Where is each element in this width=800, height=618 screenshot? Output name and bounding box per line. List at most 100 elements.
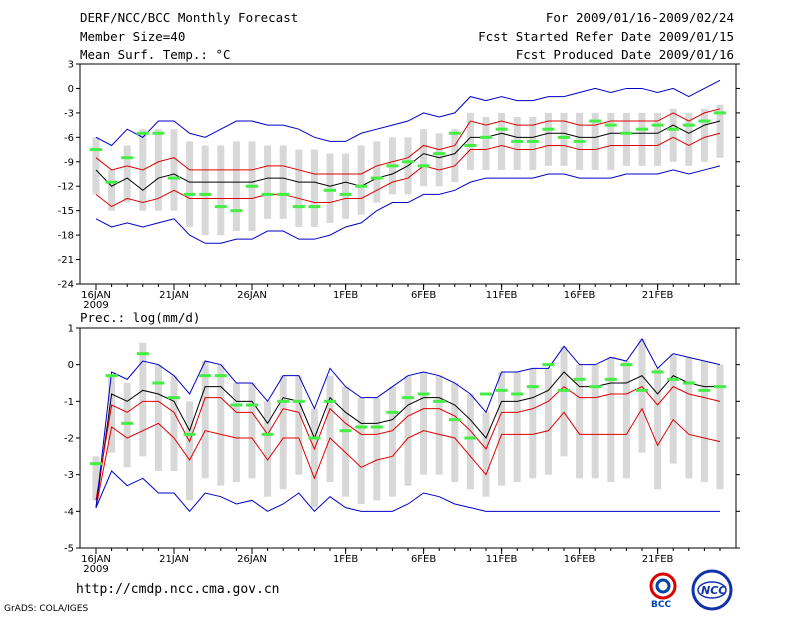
temp-ytick-label: -15 — [58, 206, 74, 217]
prec-box — [326, 375, 334, 482]
temp-box — [170, 129, 178, 211]
temp-year-label: 2009 — [83, 300, 108, 311]
prec-xtick-label: 26JAN — [237, 554, 267, 565]
prec-ytick-label: -2 — [64, 434, 74, 445]
prec-ytick-label: 0 — [68, 360, 74, 371]
prec-observed-mark — [277, 399, 290, 403]
temp-box — [482, 116, 490, 170]
bcc-logo-text: BCC — [651, 600, 671, 610]
temp-box — [669, 108, 677, 162]
temp-observed-mark — [214, 205, 227, 209]
temp-box — [295, 149, 303, 227]
prec-box — [201, 361, 209, 479]
temp-line-lower-spread — [95, 132, 721, 208]
prec-box — [232, 383, 240, 482]
prec-box — [154, 364, 162, 471]
prec-observed-mark — [620, 363, 633, 367]
temp-observed-mark — [230, 209, 243, 213]
prec-box — [638, 339, 646, 453]
temp-observed-mark — [277, 192, 290, 196]
prec-box — [248, 383, 256, 479]
prec-box — [451, 383, 459, 482]
temp-ytick-label: 0 — [68, 84, 74, 95]
temp-ytick-label: -6 — [64, 133, 74, 144]
prec-observed-mark — [636, 388, 648, 392]
prec-observed-mark — [370, 425, 383, 429]
temp-observed-mark — [308, 205, 321, 209]
temp-box — [186, 141, 194, 227]
prec-ytick-label: -1 — [64, 397, 74, 408]
prec-box — [669, 353, 677, 464]
prec-observed-mark — [433, 399, 446, 403]
temp-observed-mark — [386, 164, 399, 168]
prec-year-label: 2009 — [83, 564, 108, 575]
temp-observed-mark — [433, 152, 446, 156]
temp-box — [607, 112, 615, 170]
prec-box — [123, 383, 131, 468]
prec-xtick-label: 6FEB — [411, 554, 436, 565]
temp-observed-mark — [152, 131, 165, 135]
prec-box — [716, 364, 724, 490]
prec-box — [357, 397, 365, 504]
temp-ytick-label: -21 — [58, 255, 74, 266]
temp-observed-mark — [121, 156, 134, 160]
temp-xtick-label: 21FEB — [642, 290, 674, 301]
prec-box — [170, 375, 178, 471]
forecast-period: For 2009/01/16-2009/02/24 — [545, 10, 734, 25]
bcc-logo: BCC — [649, 572, 677, 610]
prec-observed-mark — [292, 399, 305, 403]
temp-box — [92, 137, 100, 195]
temp-observed-mark — [495, 127, 508, 131]
prec-observed-mark — [230, 403, 243, 407]
temp-observed-mark — [199, 192, 212, 196]
prec-box — [420, 372, 428, 475]
temp-box — [279, 145, 287, 219]
prec-box — [435, 375, 443, 475]
temp-observed-mark — [667, 127, 680, 131]
temp-observed-mark — [168, 176, 180, 180]
temp-box — [529, 116, 537, 170]
temp-line-ensemble-min — [95, 165, 721, 244]
prec-observed-mark — [214, 374, 227, 378]
temp-line-ensemble-max — [95, 79, 721, 147]
panel2-title: Prec.: log(mm/d) — [80, 310, 201, 325]
temp-observed-mark — [542, 127, 555, 131]
temp-box — [373, 141, 381, 203]
prec-observed-mark — [542, 363, 555, 367]
temp-observed-mark — [417, 164, 430, 168]
prec-xtick-label: 16JAN — [81, 554, 111, 565]
prec-xtick-label: 11FEB — [486, 554, 518, 565]
prec-box — [607, 357, 615, 482]
prec-box — [264, 401, 272, 497]
prec-observed-mark — [121, 421, 134, 425]
temp-box — [420, 129, 428, 187]
member-size: Member Size=40 — [80, 29, 186, 44]
prec-line-ensemble-min — [95, 470, 720, 513]
prec-box — [544, 368, 552, 475]
prec-observed-mark — [246, 403, 258, 407]
temp-observed-mark — [526, 139, 539, 143]
temp-box — [232, 141, 240, 232]
temp-observed-mark — [246, 184, 258, 188]
prec-observed-mark — [682, 381, 695, 385]
prec-box — [139, 342, 147, 457]
prec-box — [654, 368, 662, 490]
temp-observed-mark — [324, 188, 336, 192]
temp-observed-mark — [651, 123, 664, 127]
prec-observed-mark — [495, 388, 508, 392]
source-url[interactable]: http://cmdp.ncc.cma.gov.cn — [76, 582, 280, 597]
prec-line-lower-spread — [95, 407, 721, 508]
temp-observed-mark — [90, 148, 102, 152]
temp-box — [685, 112, 693, 166]
prec-box — [513, 372, 521, 482]
prec-observed-mark — [152, 381, 165, 385]
temp-observed-mark — [183, 192, 196, 196]
temp-observed-mark — [339, 192, 352, 196]
prec-observed-mark — [339, 429, 352, 433]
grads-credit: GrADS: COLA/IGES — [4, 604, 89, 614]
prec-observed-mark — [136, 352, 149, 356]
temp-ytick-label: -3 — [64, 108, 74, 119]
prec-observed-mark — [417, 392, 430, 396]
ncc-logo-text: NCC — [701, 584, 726, 597]
prec-observed-mark — [168, 396, 180, 400]
